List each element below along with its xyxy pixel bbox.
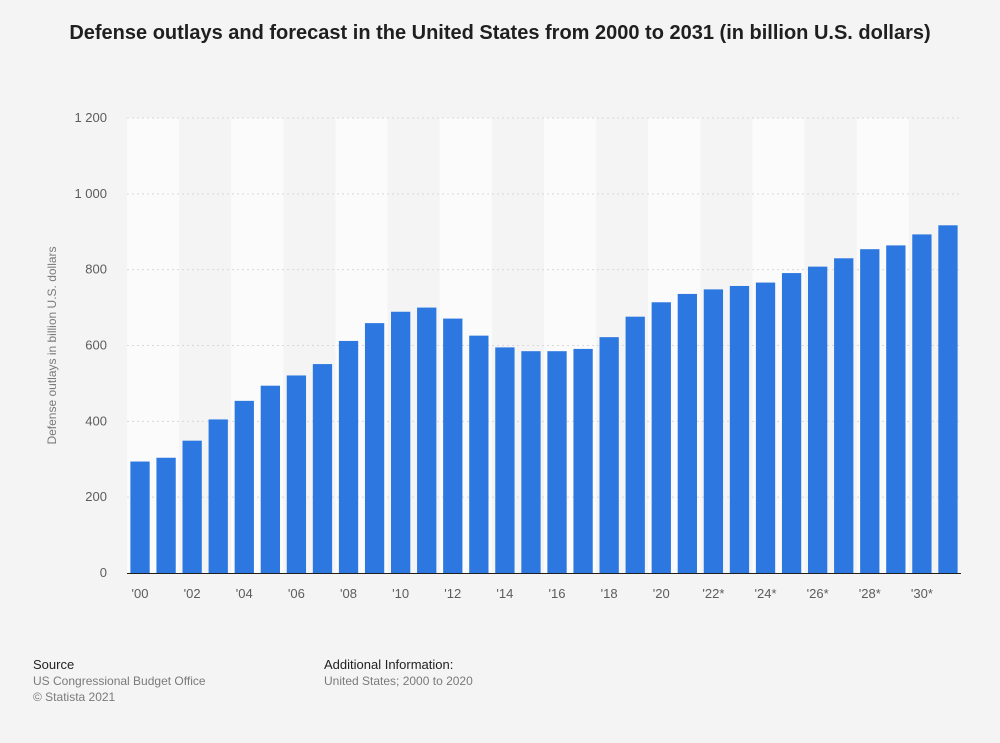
bar-24-forecast [755, 282, 776, 573]
x-tick-label: '28* [859, 586, 881, 601]
source-line-1: US Congressional Budget Office [33, 674, 206, 688]
x-tick-label: '22* [702, 586, 724, 601]
bar-12 [443, 318, 463, 573]
bar-00 [130, 461, 150, 573]
bar-04 [234, 400, 254, 573]
y-tick-label: 1 200 [74, 110, 107, 125]
bar-20 [651, 302, 671, 573]
y-tick-label: 0 [100, 565, 107, 580]
source-section: Source US Congressional Budget Office © … [33, 657, 206, 705]
source-line-2: © Statista 2021 [33, 690, 116, 704]
x-tick-label: '20 [653, 586, 670, 601]
bar-15 [521, 351, 541, 573]
x-tick-label: '18 [601, 586, 618, 601]
y-tick-label: 200 [85, 489, 107, 504]
bar-03 [208, 419, 228, 573]
bar-28-forecast [860, 249, 880, 574]
x-tick-label: '14 [496, 586, 513, 601]
x-tick-label: '16 [549, 586, 566, 601]
x-tick-label: '04 [236, 586, 253, 601]
x-tick-label: '06 [288, 586, 305, 601]
chart-title: Defense outlays and forecast in the Unit… [69, 22, 931, 44]
x-tick-label: '08 [340, 586, 357, 601]
bar-02 [182, 440, 202, 573]
bar-29-forecast [886, 245, 906, 573]
bar-07 [312, 364, 333, 573]
additional-info-section: Additional Information: United States; 2… [324, 657, 473, 689]
bar-01 [156, 457, 176, 573]
bar-17 [573, 348, 593, 573]
source-heading: Source [33, 657, 75, 672]
bar-31-forecast [938, 225, 958, 573]
bar-19 [625, 316, 645, 573]
x-tick-label: '30* [911, 586, 933, 601]
y-axis-title: Defense outlays in billion U.S. dollars [45, 246, 59, 444]
bar-18 [599, 337, 619, 573]
bar-16 [547, 351, 567, 573]
bar-13 [469, 335, 489, 573]
bar-05 [260, 385, 280, 573]
x-tick-label: '10 [392, 586, 409, 601]
bar-22-forecast [703, 289, 724, 573]
bar-08 [338, 340, 359, 573]
x-tick-label: '12 [444, 586, 461, 601]
bar-25-forecast [781, 273, 802, 573]
y-tick-label: 800 [85, 262, 107, 277]
x-tick-label: '00 [132, 586, 149, 601]
bar-21-forecast [677, 293, 697, 573]
additional-info-heading: Additional Information: [324, 657, 454, 672]
bar-09 [364, 323, 385, 573]
y-tick-label: 600 [85, 338, 107, 353]
x-tick-label: '24* [755, 586, 777, 601]
bar-06 [286, 375, 307, 573]
bar-10 [391, 311, 411, 573]
bar-27-forecast [834, 258, 854, 573]
bar-11 [417, 307, 437, 573]
x-tick-label: '26* [807, 586, 829, 601]
y-tick-label: 1 000 [74, 186, 107, 201]
bar-26-forecast [808, 266, 828, 573]
additional-info-line-1: United States; 2000 to 2020 [324, 674, 473, 688]
bar-23-forecast [729, 285, 750, 573]
bar-30-forecast [912, 234, 932, 573]
bar-14 [495, 347, 515, 573]
x-tick-label: '02 [184, 586, 201, 601]
y-tick-label: 400 [85, 413, 107, 428]
